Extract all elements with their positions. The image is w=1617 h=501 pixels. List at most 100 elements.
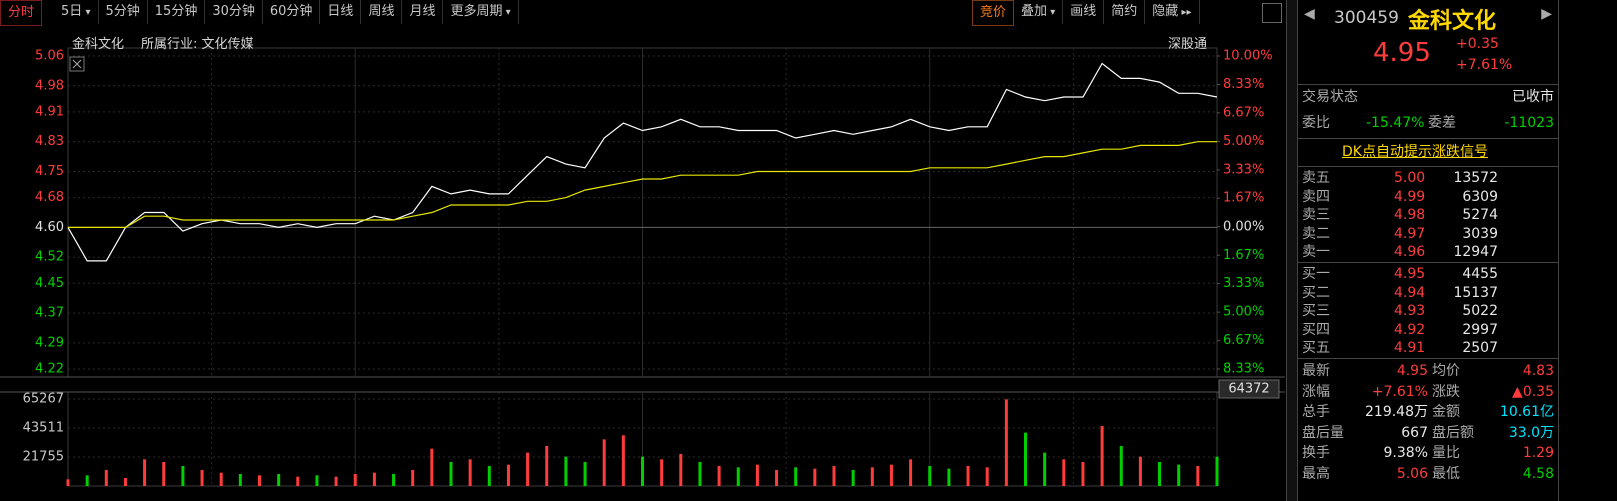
y-tick-label: 4.45: [35, 276, 64, 291]
book-label: 卖一: [1302, 244, 1330, 260]
toolbar-button[interactable]: 叠加: [1014, 0, 1064, 24]
volume-bar: [85, 475, 89, 486]
volume-bar: [851, 470, 855, 486]
volume-bar: [315, 475, 319, 486]
ratio-diff-label: 委差: [1428, 115, 1456, 131]
volume-bar: [123, 478, 127, 486]
toolbar-button[interactable]: 画线: [1063, 0, 1105, 24]
y2-tick-label: 8.33%: [1223, 362, 1264, 377]
stat-label: 涨幅: [1302, 383, 1330, 400]
price-change: +0.35: [1456, 36, 1499, 52]
stats-row: 盘后量 667 盘后额 33.0万: [1302, 423, 1554, 443]
book-row: 卖二 4.97 3039: [1302, 224, 1554, 244]
book-volume: 5022: [1462, 303, 1498, 319]
side-column: [1558, 0, 1617, 501]
book-label: 买四: [1302, 321, 1330, 338]
y-tick-label: 4.37: [35, 306, 64, 321]
y-tick-label: 4.98: [35, 78, 64, 93]
stat-label: 盘后量: [1302, 424, 1344, 441]
volume-bar: [794, 467, 798, 486]
stat-label: 换手: [1302, 445, 1330, 461]
toolbar-button[interactable]: 竞价: [972, 0, 1015, 26]
volume-bar: [1062, 459, 1066, 486]
book-label: 卖五: [1302, 170, 1330, 186]
y2-tick-label: 0.00%: [1223, 219, 1264, 234]
y-tick-label: 4.29: [35, 335, 64, 350]
y2-tick-label: 5.00%: [1223, 305, 1264, 320]
fullscreen-icon[interactable]: [1262, 3, 1282, 23]
chart-stock-name: 金科文化: [72, 37, 125, 52]
status-label: 交易状态: [1302, 89, 1358, 105]
intraday-chart: 5.06 4.98 4.91 4.83 4.75 4.68 4.60 4.52 4.45 4.37…: [0, 47, 1285, 487]
volume-bar: [506, 464, 510, 486]
volume-bar: [162, 462, 166, 486]
toolbar-tab[interactable]: 5日: [54, 0, 99, 24]
volume-tick-label: 43511: [23, 421, 64, 436]
scrollbar[interactable]: [1286, 0, 1297, 501]
toolbar-button[interactable]: 简约: [1104, 0, 1146, 24]
stat-value: 4.83: [1522, 363, 1554, 379]
signal-link[interactable]: DK点自动提示涨跌信号: [1342, 144, 1488, 160]
volume-bar: [487, 466, 491, 486]
stat-label: 金额: [1432, 404, 1460, 420]
volume-bar: [660, 459, 664, 486]
separator: [1298, 166, 1558, 167]
price-pct: +7.61%: [1456, 57, 1513, 73]
book-label: 买一: [1302, 266, 1330, 282]
y-tick-label: 4.22: [35, 362, 64, 377]
book-row: 卖一 4.96 12947: [1302, 242, 1554, 262]
average-line: [68, 141, 1217, 228]
toolbar-button[interactable]: 隐藏: [1145, 0, 1200, 24]
volume-bar: [698, 462, 702, 486]
chart-tag: 深股通: [1168, 37, 1208, 52]
volume-bar: [1215, 456, 1219, 486]
collapse-x: [72, 59, 82, 69]
status-row: 交易状态 已收市: [1302, 87, 1554, 107]
volume-bar: [717, 466, 721, 486]
volume-bar: [755, 464, 759, 486]
book-label: 卖四: [1302, 188, 1330, 205]
volume-bar: [813, 468, 817, 486]
volume-bar: [1138, 456, 1142, 486]
volume-bar: [353, 474, 357, 486]
toolbar-tab[interactable]: 30分钟: [205, 0, 263, 24]
stat-label: 涨跌: [1432, 383, 1460, 400]
toolbar-tab[interactable]: 更多周期: [443, 0, 519, 24]
volume-bar: [1158, 462, 1162, 486]
volume-bar: [372, 472, 376, 486]
book-volume: 15137: [1453, 284, 1498, 301]
volume-bar: [583, 462, 587, 486]
toolbar-right: 竞价叠加画线简约隐藏: [972, 0, 1200, 26]
toolbar-tab[interactable]: 15分钟: [148, 0, 206, 24]
toolbar-tab[interactable]: 日线: [320, 0, 362, 24]
volume-bar: [1024, 432, 1027, 486]
separator: [1298, 262, 1558, 263]
toolbar-tab[interactable]: 5分钟: [99, 0, 148, 24]
stat-label: 最新: [1302, 363, 1330, 379]
y2-tick-label: 8.33%: [1223, 77, 1264, 92]
separator: [1298, 84, 1558, 85]
volume-bar: [621, 435, 625, 486]
stock-name: 金科文化: [1408, 9, 1497, 34]
book-volume: 6309: [1462, 188, 1498, 205]
stat-label: 盘后额: [1432, 424, 1474, 441]
volume-bar: [1196, 466, 1200, 486]
stat-label: 最高: [1302, 465, 1330, 482]
toolbar-tab[interactable]: 60分钟: [263, 0, 321, 24]
toolbar-tab[interactable]: 月线: [402, 0, 444, 24]
volume-bar: [947, 468, 951, 486]
ratio-diff-value: -11023: [1504, 115, 1554, 131]
y2-tick-label: 5.00%: [1223, 134, 1264, 149]
volume-readout-box: [1218, 379, 1280, 399]
prev-arrow[interactable]: ◀: [1304, 6, 1315, 22]
volume-bar: [1119, 446, 1123, 486]
volume-bar: [219, 472, 223, 486]
next-arrow[interactable]: ▶: [1541, 6, 1552, 22]
y2-tick-label: 1.67%: [1223, 191, 1264, 206]
chart-industry: 所属行业: 文化传媒: [141, 37, 254, 52]
toolbar-tab[interactable]: 周线: [361, 0, 403, 24]
volume-bar: [258, 475, 261, 486]
volume-bar: [545, 446, 549, 486]
volume-tick-label: 65267: [23, 392, 64, 407]
toolbar-tab[interactable]: 分时: [0, 0, 43, 26]
